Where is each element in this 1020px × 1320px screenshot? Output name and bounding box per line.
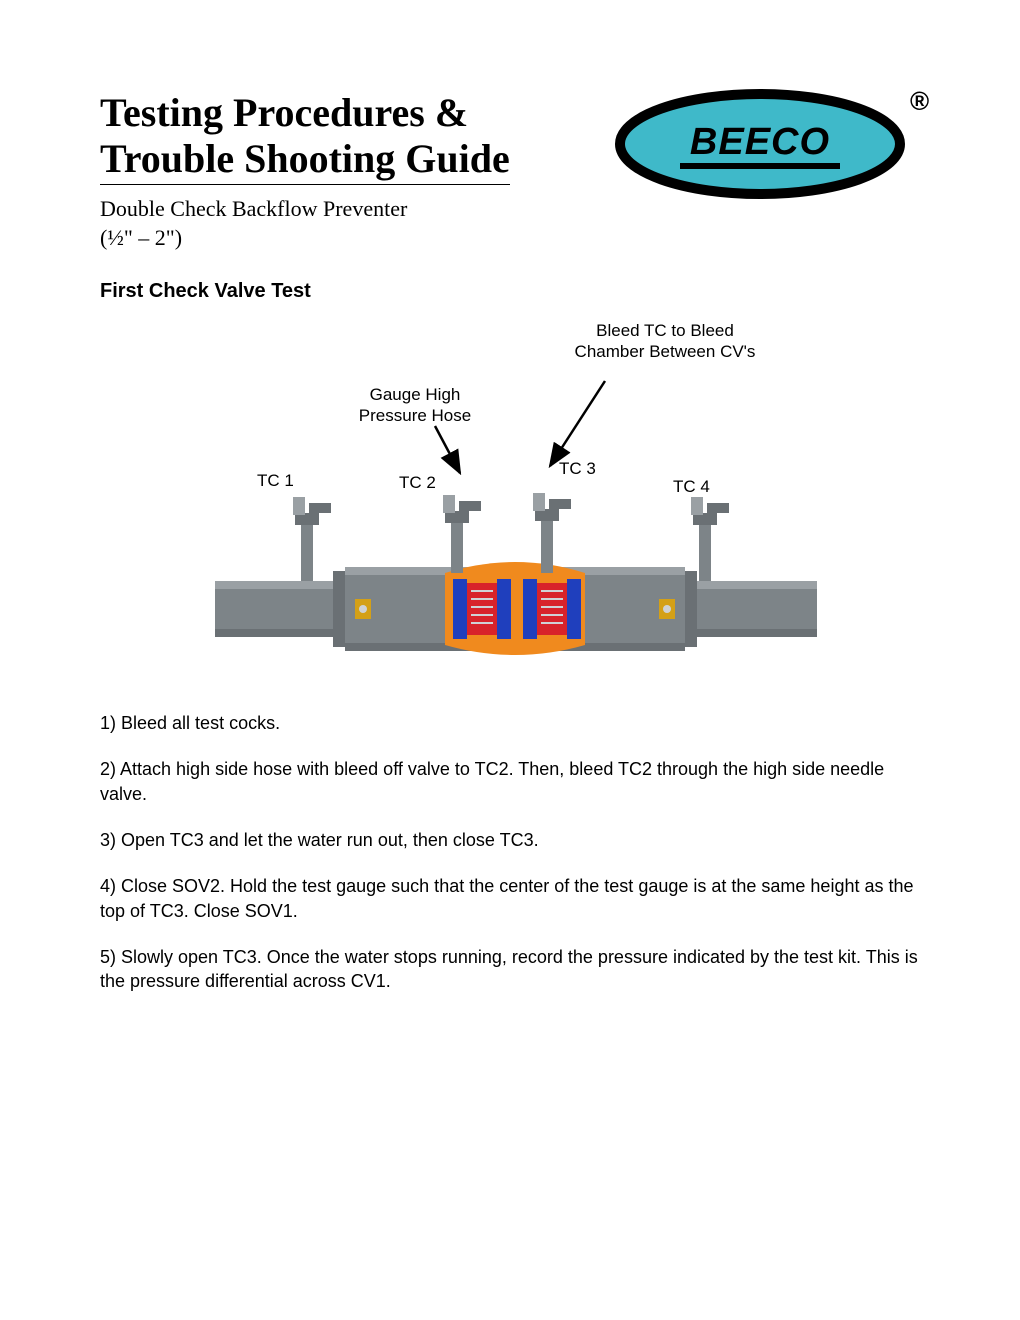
logo-text: BEECO	[690, 121, 830, 163]
logo-svg: BEECO ®	[610, 84, 930, 204]
step-5: 5) Slowly open TC3. Once the water stops…	[100, 945, 930, 994]
test-cock-1	[293, 497, 331, 581]
registered-mark: ®	[910, 86, 929, 116]
check-valve-1	[453, 579, 511, 639]
step-2: 2) Attach high side hose with bleed off …	[100, 757, 930, 806]
brand-logo: BEECO ®	[610, 84, 930, 204]
callout-hose-l1: Gauge HighPressure Hose	[359, 385, 471, 424]
check-valve-2	[523, 579, 581, 639]
section-heading: First Check Valve Test	[100, 280, 930, 303]
document-page: Testing Procedures & Trouble Shooting Gu…	[0, 0, 1020, 1320]
left-seat	[355, 599, 371, 619]
title-line-2: Trouble Shooting Guide	[100, 136, 510, 181]
subtitle-line-1: Double Check Backflow Preventer	[100, 196, 407, 221]
main-title: Testing Procedures & Trouble Shooting Gu…	[100, 90, 510, 185]
tc-label-3: TC 3	[559, 459, 596, 479]
diagram-svg	[205, 321, 825, 681]
procedure-steps: 1) Bleed all test cocks. 2) Attach high …	[100, 711, 930, 993]
subtitle: Double Check Backflow Preventer (½" – 2"…	[100, 195, 590, 252]
valve-diagram: Bleed TC to BleedChamber Between CV's Ga…	[205, 321, 825, 681]
subtitle-line-2: (½" – 2")	[100, 225, 182, 250]
step-4: 4) Close SOV2. Hold the test gauge such …	[100, 874, 930, 923]
step-1: 1) Bleed all test cocks.	[100, 711, 930, 735]
test-cock-4	[691, 497, 729, 581]
test-cock-3	[533, 493, 571, 573]
callout-hose: Gauge HighPressure Hose	[335, 385, 495, 426]
step-3: 3) Open TC3 and let the water run out, t…	[100, 828, 930, 852]
tc-label-2: TC 2	[399, 473, 436, 493]
callout-bleed: Bleed TC to BleedChamber Between CV's	[545, 321, 785, 362]
tc-label-1: TC 1	[257, 471, 294, 491]
header-row: Testing Procedures & Trouble Shooting Gu…	[100, 90, 930, 252]
title-block: Testing Procedures & Trouble Shooting Gu…	[100, 90, 590, 252]
title-line-1: Testing Procedures &	[100, 90, 468, 135]
tc-label-4: TC 4	[673, 477, 710, 497]
right-seat	[659, 599, 675, 619]
test-cock-2	[443, 495, 481, 573]
callout-bleed-l1: Bleed TC to BleedChamber Between CV's	[575, 321, 756, 360]
